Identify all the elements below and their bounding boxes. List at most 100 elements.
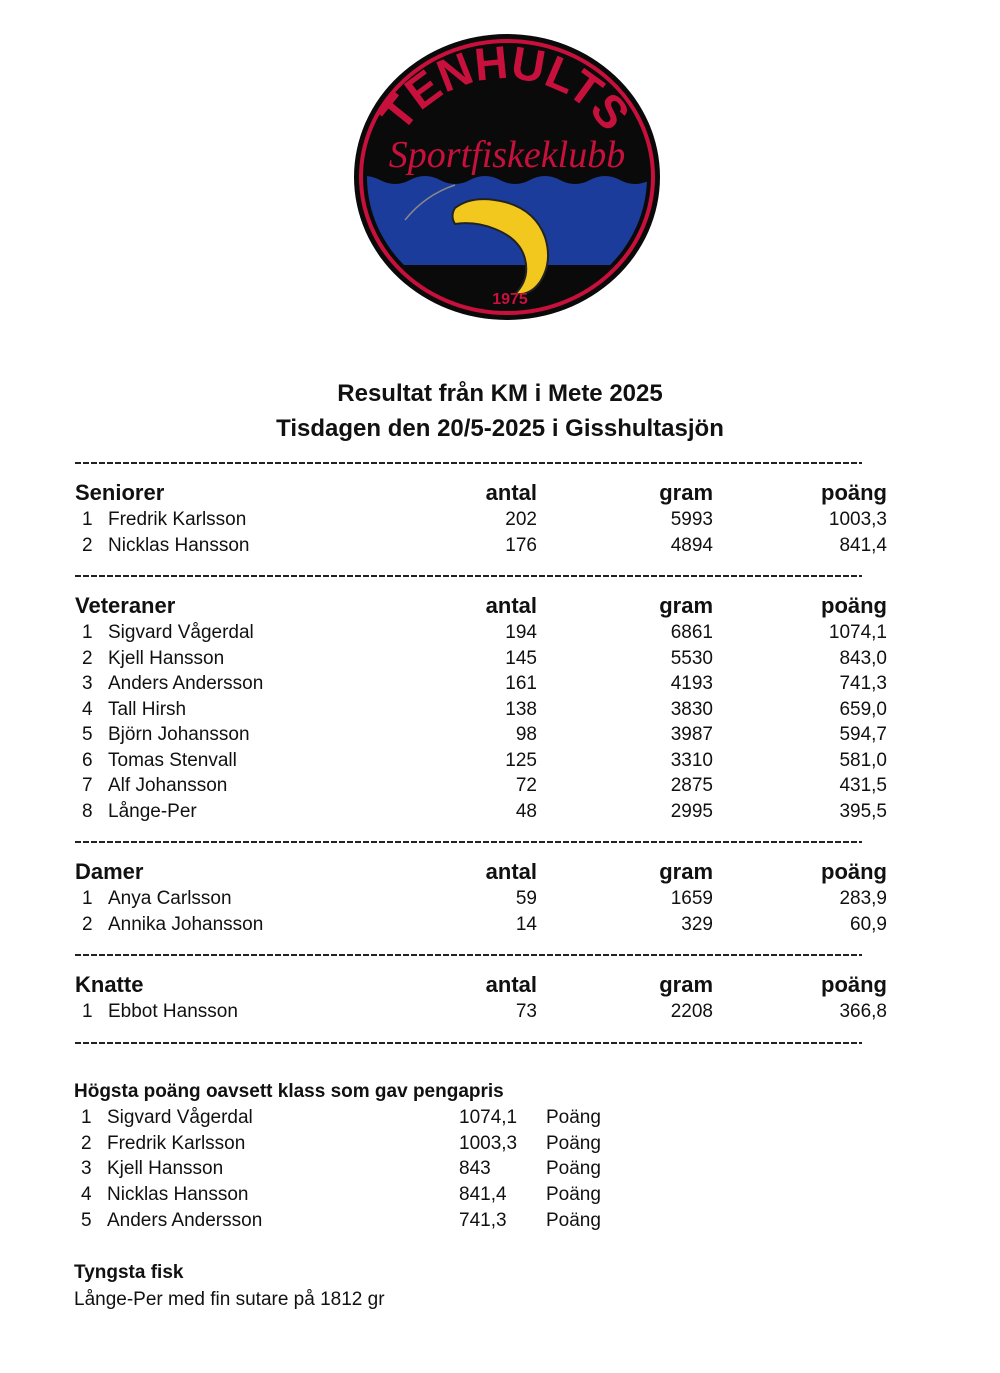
participant-name: Tomas Stenvall xyxy=(108,749,237,771)
score-value: 1074,1 xyxy=(459,1107,518,1128)
gram-value: 4894 xyxy=(670,534,713,556)
participant-name: Ebbot Hansson xyxy=(108,1001,238,1022)
section-title: Veteraner xyxy=(75,593,176,618)
page-subtitle: Tisdagen den 20/5-2025 i Gisshultasjön xyxy=(276,415,724,442)
score-unit: Poäng xyxy=(546,1209,601,1231)
club-logo: TENHULTS Sportfiskeklubb 1975 xyxy=(354,34,660,320)
place: 1 xyxy=(81,1107,92,1128)
column-header-poang: poäng xyxy=(821,480,887,505)
antal-value: 145 xyxy=(505,647,537,669)
section-seniorer: Seniorer antal gram poäng 1 Fredrik Karlsson 2… xyxy=(75,479,890,558)
place: 6 xyxy=(82,749,93,771)
section-header: Damer antal gram poäng xyxy=(75,858,890,886)
participant-name: Fredrik Karlsson xyxy=(107,1132,246,1154)
section-header: Knatte antal gram poäng xyxy=(75,971,890,999)
antal-value: 59 xyxy=(515,888,537,909)
table-row: 2 Kjell Hansson 145 5530 843,0 xyxy=(75,646,890,672)
poang-value: 741,3 xyxy=(839,673,887,694)
column-header-poang: poäng xyxy=(821,859,887,884)
place: 4 xyxy=(81,1184,92,1206)
table-row: 2 Nicklas Hansson 176 4894 841,4 xyxy=(75,533,890,559)
column-header-poang: poäng xyxy=(821,593,887,618)
antal-value: 72 xyxy=(515,775,537,796)
table-row: 1 Fredrik Karlsson 202 5993 1003,3 xyxy=(75,507,890,533)
place: 1 xyxy=(82,509,93,530)
score-value: 843 xyxy=(459,1158,491,1180)
heaviest-fish-heading: Tyngsta fisk xyxy=(74,1262,184,1283)
participant-name: Nicklas Hansson xyxy=(107,1184,249,1206)
poang-value: 283,9 xyxy=(839,888,887,909)
fish-icon xyxy=(451,198,550,296)
place: 5 xyxy=(81,1209,92,1231)
column-header-gram: gram xyxy=(659,593,713,618)
column-header-antal: antal xyxy=(485,859,537,884)
table-row: 3 Anders Andersson 161 4193 741,3 xyxy=(75,671,890,697)
table-row: 4 Tall Hirsh 138 3830 659,0 xyxy=(75,697,890,723)
column-header-antal: antal xyxy=(485,972,537,997)
section-header: Seniorer antal gram poäng xyxy=(75,479,890,507)
antal-value: 161 xyxy=(505,673,537,694)
gram-value: 3310 xyxy=(670,749,713,771)
place: 2 xyxy=(81,1132,92,1154)
place: 5 xyxy=(82,724,93,745)
poang-value: 1074,1 xyxy=(828,622,887,643)
table-row: 6 Tomas Stenvall 125 3310 581,0 xyxy=(75,748,890,774)
antal-value: 48 xyxy=(515,800,537,822)
gram-value: 2208 xyxy=(670,1001,713,1022)
place: 4 xyxy=(82,698,93,720)
poang-value: 581,0 xyxy=(839,749,887,771)
place: 2 xyxy=(82,913,93,935)
gram-value: 4193 xyxy=(670,673,713,694)
score-value: 741,3 xyxy=(459,1209,507,1231)
poang-value: 659,0 xyxy=(839,698,887,720)
poang-value: 395,5 xyxy=(839,800,887,822)
divider xyxy=(75,569,890,583)
poang-value: 1003,3 xyxy=(828,509,887,530)
participant-name: Alf Johansson xyxy=(108,775,228,796)
score-unit: Poäng xyxy=(546,1158,601,1180)
antal-value: 194 xyxy=(505,622,537,643)
table-row: 2 Annika Johansson 14 329 60,9 xyxy=(75,912,890,938)
participant-name: Kjell Hansson xyxy=(107,1158,224,1180)
place: 1 xyxy=(82,888,93,909)
gram-value: 5993 xyxy=(670,509,713,530)
poang-value: 60,9 xyxy=(850,913,887,935)
score-unit: Poäng xyxy=(546,1184,601,1206)
table-row: 1 Sigvard Vågerdal 194 6861 1074,1 xyxy=(75,620,890,646)
list-item: 5 Anders Andersson 741,3 Poäng xyxy=(74,1208,674,1234)
section-title: Knatte xyxy=(75,972,144,997)
section-veteraner: Veteraner antal gram poäng 1 Sigvard Vågerdal… xyxy=(75,592,890,824)
table-row: 5 Björn Johansson 98 3987 594,7 xyxy=(75,722,890,748)
gram-value: 1659 xyxy=(670,888,713,909)
gram-value: 5530 xyxy=(670,647,713,669)
poang-value: 431,5 xyxy=(839,775,887,796)
table-row: 1 Anya Carlsson 59 1659 283,9 xyxy=(75,886,890,912)
section-header: Veteraner antal gram poäng xyxy=(75,592,890,620)
column-header-poang: poäng xyxy=(821,972,887,997)
page-title: Resultat från KM i Mete 2025 xyxy=(337,380,663,407)
participant-name: Sigvard Vågerdal xyxy=(107,1107,253,1128)
gram-value: 329 xyxy=(681,913,713,935)
divider xyxy=(75,456,890,470)
divider xyxy=(75,1036,890,1050)
logo-year: 1975 xyxy=(492,291,528,308)
antal-value: 14 xyxy=(515,913,537,935)
list-item: 4 Nicklas Hansson 841,4 Poäng xyxy=(74,1182,674,1208)
divider xyxy=(75,835,890,849)
section-title: Seniorer xyxy=(75,480,165,505)
fishing-line-icon xyxy=(404,184,456,221)
poang-value: 843,0 xyxy=(839,647,887,669)
section-title: Damer xyxy=(75,859,144,884)
list-item: 3 Kjell Hansson 843 Poäng xyxy=(74,1156,674,1182)
participant-name: Annika Johansson xyxy=(108,913,264,935)
poang-value: 841,4 xyxy=(839,534,887,556)
results-tables: Seniorer antal gram poäng 1 Fredrik Karlsson 2… xyxy=(75,456,890,1050)
divider xyxy=(75,948,890,962)
table-row: 1 Ebbot Hansson 73 2208 366,8 xyxy=(75,999,890,1025)
place: 3 xyxy=(81,1158,92,1180)
table-row: 7 Alf Johansson 72 2875 431,5 xyxy=(75,773,890,799)
place: 1 xyxy=(82,622,93,643)
participant-name: Björn Johansson xyxy=(108,724,250,745)
poang-value: 366,8 xyxy=(839,1001,887,1022)
table-row: 8 Långe-Per 48 2995 395,5 xyxy=(75,799,890,825)
